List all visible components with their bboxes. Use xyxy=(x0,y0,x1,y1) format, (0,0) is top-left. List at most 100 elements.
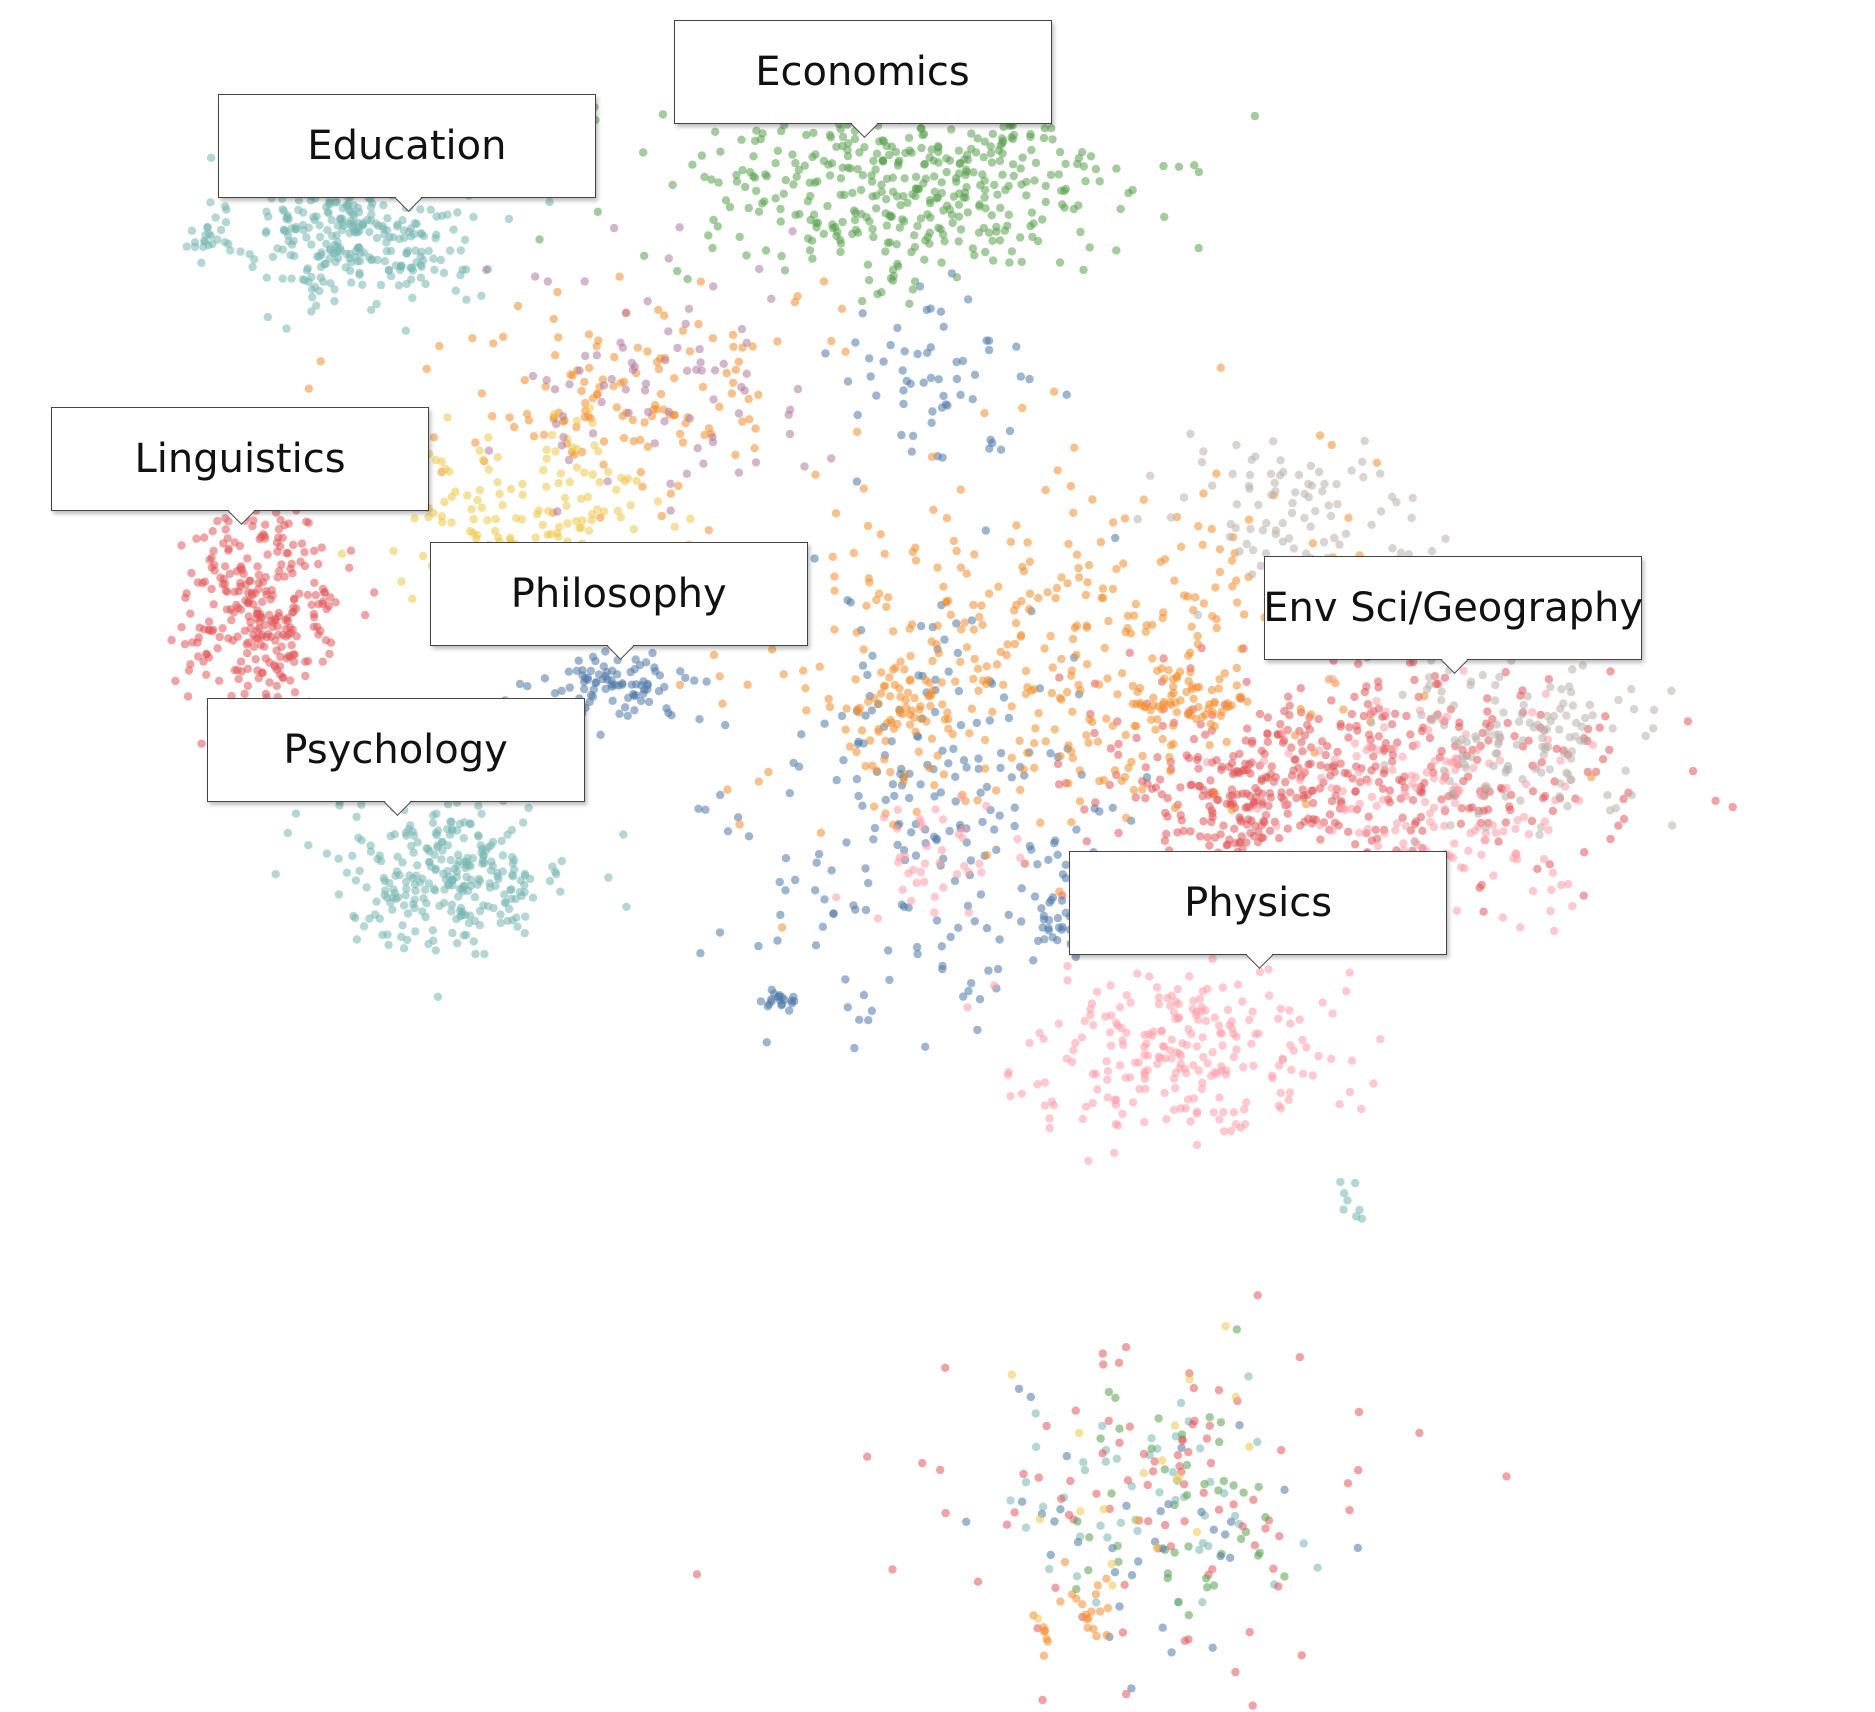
data-point xyxy=(1108,584,1118,594)
data-point xyxy=(588,429,598,438)
data-point xyxy=(1026,1392,1036,1402)
data-point xyxy=(899,846,909,855)
data-point xyxy=(1269,1564,1278,1573)
data-point xyxy=(1649,705,1659,715)
data-point xyxy=(435,341,444,351)
data-point xyxy=(1218,983,1228,992)
data-point xyxy=(1121,730,1130,740)
data-point xyxy=(885,211,894,220)
data-point xyxy=(1528,886,1538,896)
data-point xyxy=(452,914,461,924)
data-point xyxy=(1354,659,1363,669)
data-point xyxy=(443,825,452,834)
data-point xyxy=(976,890,986,899)
data-point xyxy=(972,718,981,728)
data-point xyxy=(188,638,197,647)
data-point xyxy=(287,559,296,569)
data-point xyxy=(261,573,270,582)
data-point xyxy=(1538,733,1547,743)
data-point xyxy=(1105,780,1114,790)
data-point xyxy=(507,852,517,862)
data-point xyxy=(871,165,880,174)
data-point xyxy=(1015,736,1024,745)
data-point xyxy=(1241,1120,1250,1129)
data-point xyxy=(1247,758,1256,767)
data-point xyxy=(1186,648,1195,657)
data-point xyxy=(401,326,411,335)
data-point xyxy=(1070,623,1080,632)
data-point xyxy=(859,484,868,493)
data-point xyxy=(692,1570,702,1579)
data-point xyxy=(1172,673,1182,683)
data-point xyxy=(262,227,271,236)
data-point xyxy=(411,927,420,936)
data-point xyxy=(1184,1542,1193,1551)
data-point xyxy=(854,737,863,746)
data-point xyxy=(289,657,299,667)
data-point xyxy=(1243,697,1252,706)
data-point xyxy=(1129,785,1139,795)
data-point xyxy=(1489,871,1498,880)
data-point xyxy=(982,924,992,933)
data-point xyxy=(708,334,718,343)
data-point xyxy=(1449,757,1459,767)
data-point xyxy=(899,776,908,786)
data-point xyxy=(1583,724,1593,734)
data-point xyxy=(1364,812,1373,821)
data-point xyxy=(1174,1598,1183,1607)
data-point xyxy=(545,197,554,207)
data-point xyxy=(1450,839,1459,848)
data-point xyxy=(324,601,333,611)
data-point xyxy=(510,865,519,874)
data-point xyxy=(973,796,982,805)
data-point xyxy=(556,469,566,478)
data-point xyxy=(858,309,867,318)
data-point xyxy=(577,386,586,396)
data-point xyxy=(540,674,550,683)
data-point xyxy=(879,813,889,822)
data-point xyxy=(1198,1033,1207,1042)
data-point xyxy=(975,859,984,868)
data-point xyxy=(1237,832,1247,841)
data-point xyxy=(1152,983,1162,992)
data-point xyxy=(956,225,966,234)
data-point xyxy=(670,522,679,532)
data-point xyxy=(744,394,753,404)
data-point xyxy=(785,1006,794,1015)
data-point xyxy=(234,587,243,596)
data-point xyxy=(1176,1051,1186,1061)
data-point xyxy=(543,277,552,286)
data-point xyxy=(1302,800,1311,809)
data-point xyxy=(1489,761,1498,771)
data-point xyxy=(1253,1437,1262,1447)
data-point xyxy=(1160,1465,1170,1474)
data-point xyxy=(1169,1105,1179,1115)
data-point xyxy=(587,515,596,525)
data-point xyxy=(1516,923,1525,932)
data-point xyxy=(1372,458,1382,467)
data-point xyxy=(595,478,604,487)
data-point xyxy=(274,533,283,542)
data-point xyxy=(930,781,939,790)
data-point xyxy=(449,225,458,234)
data-point xyxy=(1151,783,1161,792)
data-point xyxy=(1440,673,1450,682)
data-point xyxy=(1563,770,1573,779)
data-point xyxy=(1194,1066,1204,1075)
data-point xyxy=(854,791,863,801)
data-point xyxy=(397,577,406,586)
data-point xyxy=(1057,573,1066,582)
data-point xyxy=(1016,785,1025,795)
data-point xyxy=(1177,1443,1186,1453)
data-point xyxy=(977,601,986,610)
data-point xyxy=(912,807,921,817)
data-point xyxy=(1195,1545,1204,1555)
data-point xyxy=(715,928,725,937)
data-point xyxy=(416,205,425,214)
data-point xyxy=(1412,740,1421,749)
data-point xyxy=(1184,1611,1194,1620)
data-point xyxy=(1192,1527,1202,1537)
data-point xyxy=(1308,798,1318,808)
data-point xyxy=(1177,542,1186,551)
data-point xyxy=(1440,721,1449,730)
